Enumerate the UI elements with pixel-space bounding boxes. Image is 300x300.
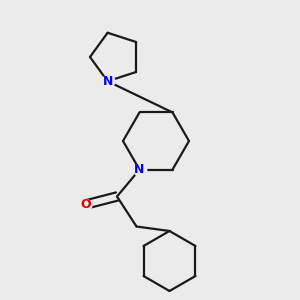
Text: O: O — [80, 198, 91, 211]
Text: N: N — [134, 163, 145, 176]
Text: N: N — [102, 75, 113, 88]
